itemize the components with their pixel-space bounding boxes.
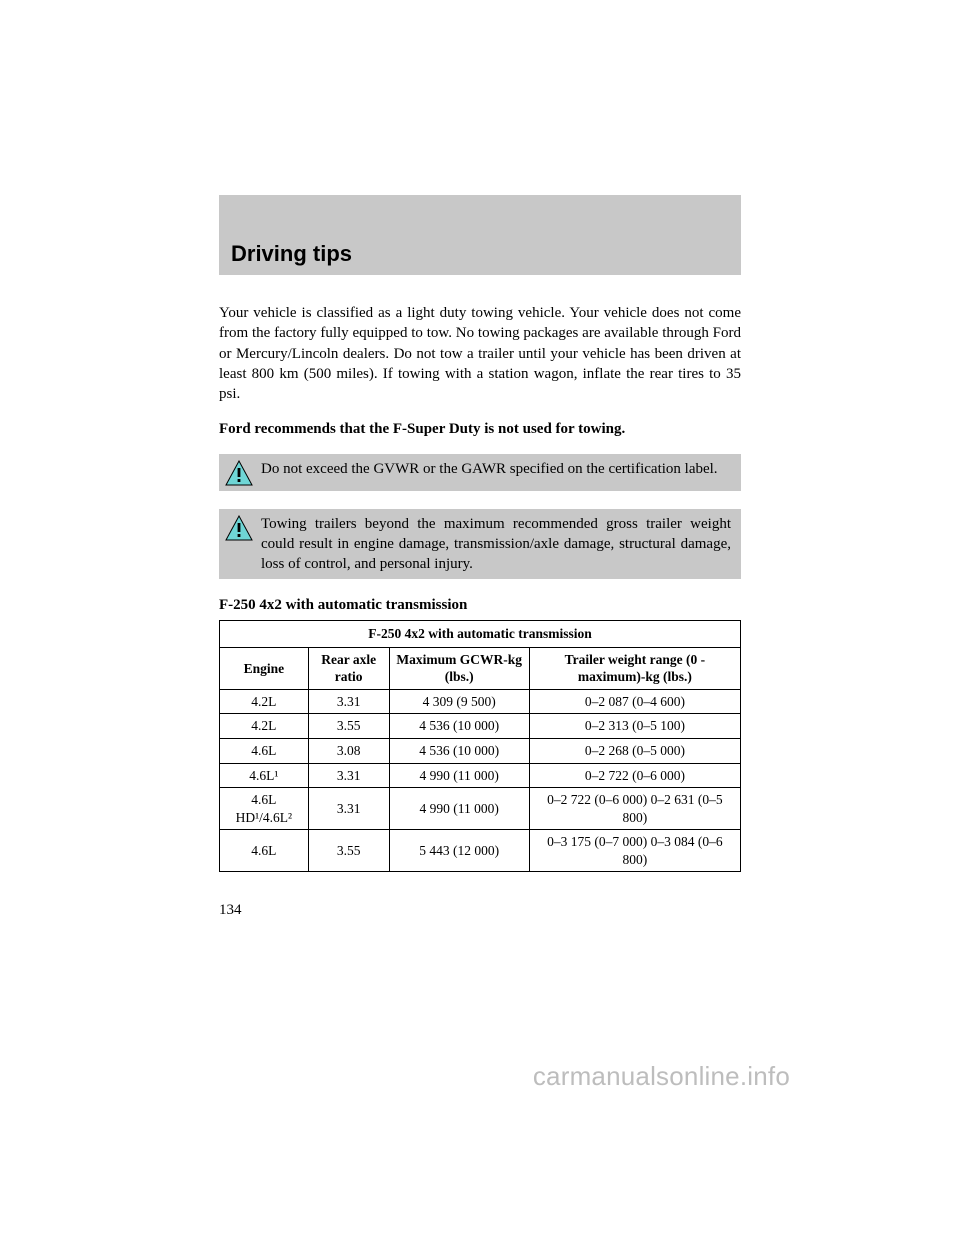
table-header-row: Engine Rear axle ratio Maximum GCWR-kg (… [220, 647, 741, 689]
cell: 4 990 (11 000) [389, 763, 529, 788]
warning-box-1: Do not exceed the GVWR or the GAWR speci… [219, 454, 741, 491]
table-row: 4.6L¹ 3.31 4 990 (11 000) 0–2 722 (0–6 0… [220, 763, 741, 788]
warning-icon [225, 515, 253, 541]
cell: 4 990 (11 000) [389, 788, 529, 830]
cell: 4.2L [220, 714, 309, 739]
cell: 0–3 175 (0–7 000) 0–3 084 (0–6 800) [529, 830, 740, 872]
cell: 0–2 087 (0–4 600) [529, 689, 740, 714]
table-row: 4.6L 3.55 5 443 (12 000) 0–3 175 (0–7 00… [220, 830, 741, 872]
cell: 3.31 [308, 689, 389, 714]
warning-text-2: Towing trailers beyond the maximum recom… [261, 514, 731, 575]
cell: 3.08 [308, 738, 389, 763]
cell: 0–2 722 (0–6 000) 0–2 631 (0–5 800) [529, 788, 740, 830]
recommendation-paragraph: Ford recommends that the F-Super Duty is… [219, 419, 741, 439]
page-title: Driving tips [231, 241, 352, 267]
table-title-row: F-250 4x2 with automatic transmission [220, 621, 741, 648]
table-row: 4.6L HD¹/4.6L² 3.31 4 990 (11 000) 0–2 7… [220, 788, 741, 830]
intro-paragraph: Your vehicle is classified as a light du… [219, 303, 741, 404]
cell: 4.6L [220, 738, 309, 763]
watermark: carmanualsonline.info [533, 1061, 790, 1092]
col-engine: Engine [220, 647, 309, 689]
table-title-cell: F-250 4x2 with automatic transmission [220, 621, 741, 648]
page-number: 134 [219, 902, 741, 919]
warning-box-2: Towing trailers beyond the maximum recom… [219, 509, 741, 580]
cell: 4 536 (10 000) [389, 738, 529, 763]
col-gcwr: Maximum GCWR-kg (lbs.) [389, 647, 529, 689]
table-row: 4.6L 3.08 4 536 (10 000) 0–2 268 (0–5 00… [220, 738, 741, 763]
header-bar: Driving tips [219, 195, 741, 275]
col-axle: Rear axle ratio [308, 647, 389, 689]
cell: 0–2 722 (0–6 000) [529, 763, 740, 788]
cell: 4.2L [220, 689, 309, 714]
cell: 3.31 [308, 788, 389, 830]
cell: 3.55 [308, 830, 389, 872]
towing-table: F-250 4x2 with automatic transmission En… [219, 620, 741, 872]
cell: 5 443 (12 000) [389, 830, 529, 872]
warning-icon [225, 460, 253, 486]
table-row: 4.2L 3.55 4 536 (10 000) 0–2 313 (0–5 10… [220, 714, 741, 739]
col-trailer: Trailer weight range (0 - maximum)-kg (l… [529, 647, 740, 689]
cell: 4.6L [220, 830, 309, 872]
cell: 4.6L HD¹/4.6L² [220, 788, 309, 830]
cell: 4.6L¹ [220, 763, 309, 788]
cell: 3.31 [308, 763, 389, 788]
table-row: 4.2L 3.31 4 309 (9 500) 0–2 087 (0–4 600… [220, 689, 741, 714]
cell: 0–2 313 (0–5 100) [529, 714, 740, 739]
cell: 0–2 268 (0–5 000) [529, 738, 740, 763]
page-content: Driving tips Your vehicle is classified … [0, 0, 960, 919]
warning-text-1: Do not exceed the GVWR or the GAWR speci… [261, 459, 718, 479]
section-title: F-250 4x2 with automatic transmission [219, 597, 741, 614]
cell: 4 536 (10 000) [389, 714, 529, 739]
cell: 4 309 (9 500) [389, 689, 529, 714]
cell: 3.55 [308, 714, 389, 739]
